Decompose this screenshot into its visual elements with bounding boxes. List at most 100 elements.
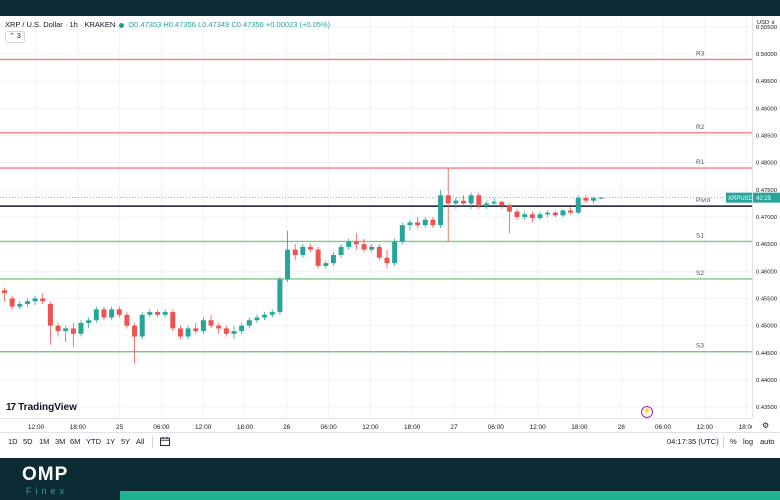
date-range-icon[interactable] [160, 437, 170, 446]
candle-body [560, 210, 566, 216]
range-button-3m[interactable]: 3M [55, 437, 66, 446]
chart-legend: XRP / U.S. Dollar · 1h · KRAKEN O0.47353 … [5, 20, 330, 29]
candle-body [330, 255, 336, 264]
candle-body [483, 203, 489, 207]
time-tick-label: 12:00 [697, 424, 714, 431]
ohlc-values: O0.47353 H0.47356 L0.47349 C0.47356 +0.0… [128, 20, 331, 29]
range-button-1y[interactable]: 1Y [106, 437, 116, 446]
range-button-ytd[interactable]: YTD [86, 437, 101, 446]
candle-body [101, 309, 107, 318]
candle-body [17, 303, 23, 307]
candle-body [384, 257, 390, 264]
candle-body [185, 328, 191, 337]
candle-body [552, 212, 558, 216]
candle-body [300, 246, 306, 256]
candle-body [200, 320, 206, 332]
time-tick-label: 18:00 [738, 424, 752, 431]
gear-icon[interactable]: ⚙ [762, 421, 770, 430]
candle-body [399, 225, 405, 242]
candle-body [55, 325, 61, 332]
candle-body [422, 219, 428, 226]
currency-label: USD ∨ [757, 20, 775, 26]
pivot-label-s1: S1 [696, 232, 704, 239]
candle-body [170, 312, 176, 329]
time-tick-label: 12:00 [529, 424, 546, 431]
price-tick-label: 0.45000 [756, 324, 777, 330]
time-tick-label: 06:00 [655, 424, 672, 431]
candle-body [262, 314, 268, 318]
price-tick-label: 0.48500 [756, 134, 777, 140]
symbol-title[interactable]: XRP / U.S. Dollar · 1h · KRAKEN [5, 20, 116, 29]
price-tick-label: 0.49000 [756, 106, 777, 112]
candle-body [591, 197, 597, 201]
candle-body [376, 246, 382, 258]
candle-body [537, 214, 543, 219]
time-axis[interactable]: 12:00 18:00 25 06:00 12:00 18:00 26 06:00 12:00 1… [0, 418, 752, 433]
time-tick-label: 28 [618, 424, 626, 431]
price-tick-label: 0.50500 [756, 25, 777, 31]
candle-body [308, 246, 313, 250]
range-button-6m[interactable]: 6M [70, 437, 81, 446]
price-tick-label: 0.48000 [756, 161, 777, 167]
omp-logo-text: OMP [22, 464, 69, 485]
candle-body [407, 222, 413, 226]
auto-scale-button[interactable]: auto [760, 437, 775, 446]
candle-body [285, 249, 291, 280]
price-tick-label: 0.50000 [756, 52, 777, 58]
candle-body [499, 201, 505, 206]
time-tick-label: 06:00 [153, 424, 170, 431]
candle-body [239, 325, 245, 332]
range-button-5y[interactable]: 5Y [121, 437, 131, 446]
candle-body [147, 312, 153, 315]
candle-body [468, 195, 474, 204]
price-tick-label: 0.43500 [756, 405, 777, 411]
candle-body [93, 309, 99, 321]
price-axis-svg: USD ∨0.50500 0.50000 0.49500 0.49000 0.48500… [753, 20, 780, 411]
lightning-icon[interactable]: ⚡ [641, 406, 653, 418]
candle-body [568, 210, 574, 213]
candle-body [445, 195, 451, 204]
utc-clock[interactable]: 04:17:35 (UTC) [667, 437, 719, 446]
time-tick-label: 18:00 [70, 424, 87, 431]
range-button-5d[interactable]: 5D [23, 437, 33, 446]
candle-body [529, 214, 535, 219]
chart-area[interactable]: R3 R2 R1 Pivot S1 S2 S3 XRPUSD [0, 16, 752, 418]
candle-body [47, 303, 53, 326]
bottom-toolbar [0, 432, 780, 453]
candle-body [506, 205, 512, 212]
candle-body [216, 325, 222, 329]
candle-body [86, 320, 92, 323]
range-button-all[interactable]: All [136, 437, 145, 446]
candle-body [323, 263, 329, 266]
tradingview-logo[interactable]: 17 TradingView [6, 402, 77, 413]
pivot-label-r1: R1 [696, 159, 705, 166]
chevron-up-icon: ⌃ [9, 33, 15, 40]
pivot-label-pivot: Pivot [696, 197, 711, 204]
log-scale-button[interactable]: log [743, 437, 754, 446]
tradingview-name: TradingView [18, 402, 77, 413]
time-tick-label: 12:00 [362, 424, 379, 431]
time-tick-label: 27 [450, 424, 458, 431]
time-tick-label: 06:00 [320, 424, 337, 431]
candle-body [177, 328, 183, 337]
candlestick-chart[interactable]: R3 R2 R1 Pivot S1 S2 S3 XRPUSD [0, 16, 752, 418]
indicator-toggle[interactable]: ⌃ 3 [5, 31, 25, 43]
price-tick-label: 0.47500 [756, 188, 777, 194]
percent-scale-button[interactable]: % [730, 437, 737, 446]
last-price-badge [753, 192, 780, 203]
candle-body [292, 249, 298, 256]
time-tick-label: 18:00 [404, 424, 421, 431]
candle-body [116, 309, 122, 315]
last-price-countdown: 42:25 [756, 196, 772, 202]
price-axis[interactable]: USD ∨ 0.50500 0.50000 0.49500 0.49000 0.48500… [752, 16, 780, 418]
last-price-symbol-badge [726, 192, 752, 203]
price-tick-label: 0.47000 [756, 215, 777, 221]
range-button-1d[interactable]: 1D [8, 437, 18, 446]
range-button-1m[interactable]: 1M [39, 437, 50, 446]
pivot-label-s2: S2 [696, 270, 704, 277]
candle-body [24, 301, 30, 304]
candle-body [598, 197, 604, 199]
candle-body [193, 328, 199, 332]
candle-body [392, 241, 398, 264]
price-tick-label: 0.45500 [756, 296, 777, 302]
